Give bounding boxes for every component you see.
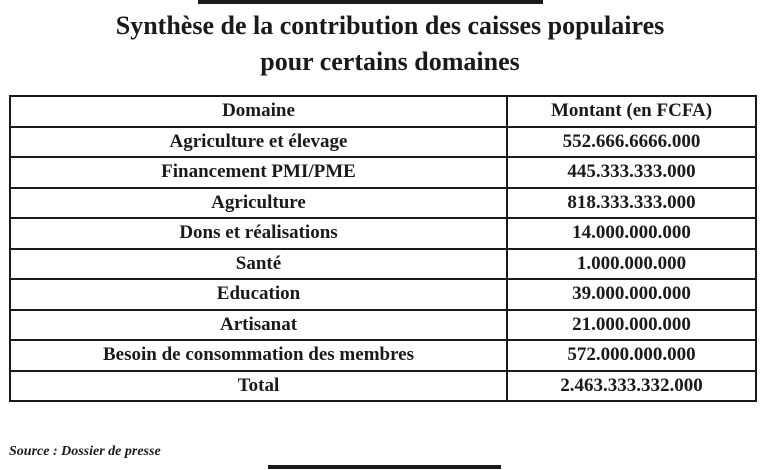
- cell-montant: 552.666.6666.000: [506, 125, 757, 158]
- cell-montant: 572.000.000.000: [506, 339, 757, 372]
- total-label: Total: [9, 369, 508, 402]
- cell-montant: 14.000.000.000: [506, 217, 757, 250]
- title-line-1: Synthèse de la contribution des caisses …: [115, 11, 665, 40]
- cell-montant: 1.000.000.000: [506, 247, 757, 280]
- bottom-rule: [268, 465, 501, 469]
- top-rule: [198, 0, 543, 4]
- cell-domaine: Besoin de consommation des membres: [9, 339, 508, 372]
- total-value: 2.463.333.332.000: [506, 369, 757, 402]
- cell-montant: 21.000.000.000: [506, 308, 757, 341]
- cell-domaine: Artisanat: [9, 308, 508, 341]
- table-row: Education 39.000.000.000: [9, 278, 757, 311]
- table-row: Santé 1.000.000.000: [9, 247, 757, 280]
- table-row: Agriculture 818.333.333.000: [9, 186, 757, 219]
- table-row: Agriculture et élevage 552.666.6666.000: [9, 125, 757, 158]
- table-total-row: Total 2.463.333.332.000: [9, 369, 757, 402]
- table-row: Besoin de consommation des membres 572.0…: [9, 339, 757, 372]
- contribution-table: Domaine Montant (en FCFA) Agriculture et…: [9, 95, 757, 402]
- header-domaine: Domaine: [9, 95, 508, 128]
- cell-montant: 39.000.000.000: [506, 278, 757, 311]
- cell-domaine: Financement PMI/PME: [9, 156, 508, 189]
- table-row: Financement PMI/PME 445.333.333.000: [9, 156, 757, 189]
- cell-domaine: Santé: [9, 247, 508, 280]
- cell-domaine: Agriculture: [9, 186, 508, 219]
- table-row: Dons et réalisations 14.000.000.000: [9, 217, 757, 250]
- header-montant: Montant (en FCFA): [506, 95, 757, 128]
- source-note: Source : Dossier de presse: [9, 444, 161, 459]
- cell-domaine: Agriculture et élevage: [9, 125, 508, 158]
- table-row: Artisanat 21.000.000.000: [9, 308, 757, 341]
- cell-domaine: Education: [9, 278, 508, 311]
- title-line-2: pour certains domaines: [260, 47, 520, 76]
- table-header-row: Domaine Montant (en FCFA): [9, 95, 757, 128]
- cell-montant: 818.333.333.000: [506, 186, 757, 219]
- cell-montant: 445.333.333.000: [506, 156, 757, 189]
- cell-domaine: Dons et réalisations: [9, 217, 508, 250]
